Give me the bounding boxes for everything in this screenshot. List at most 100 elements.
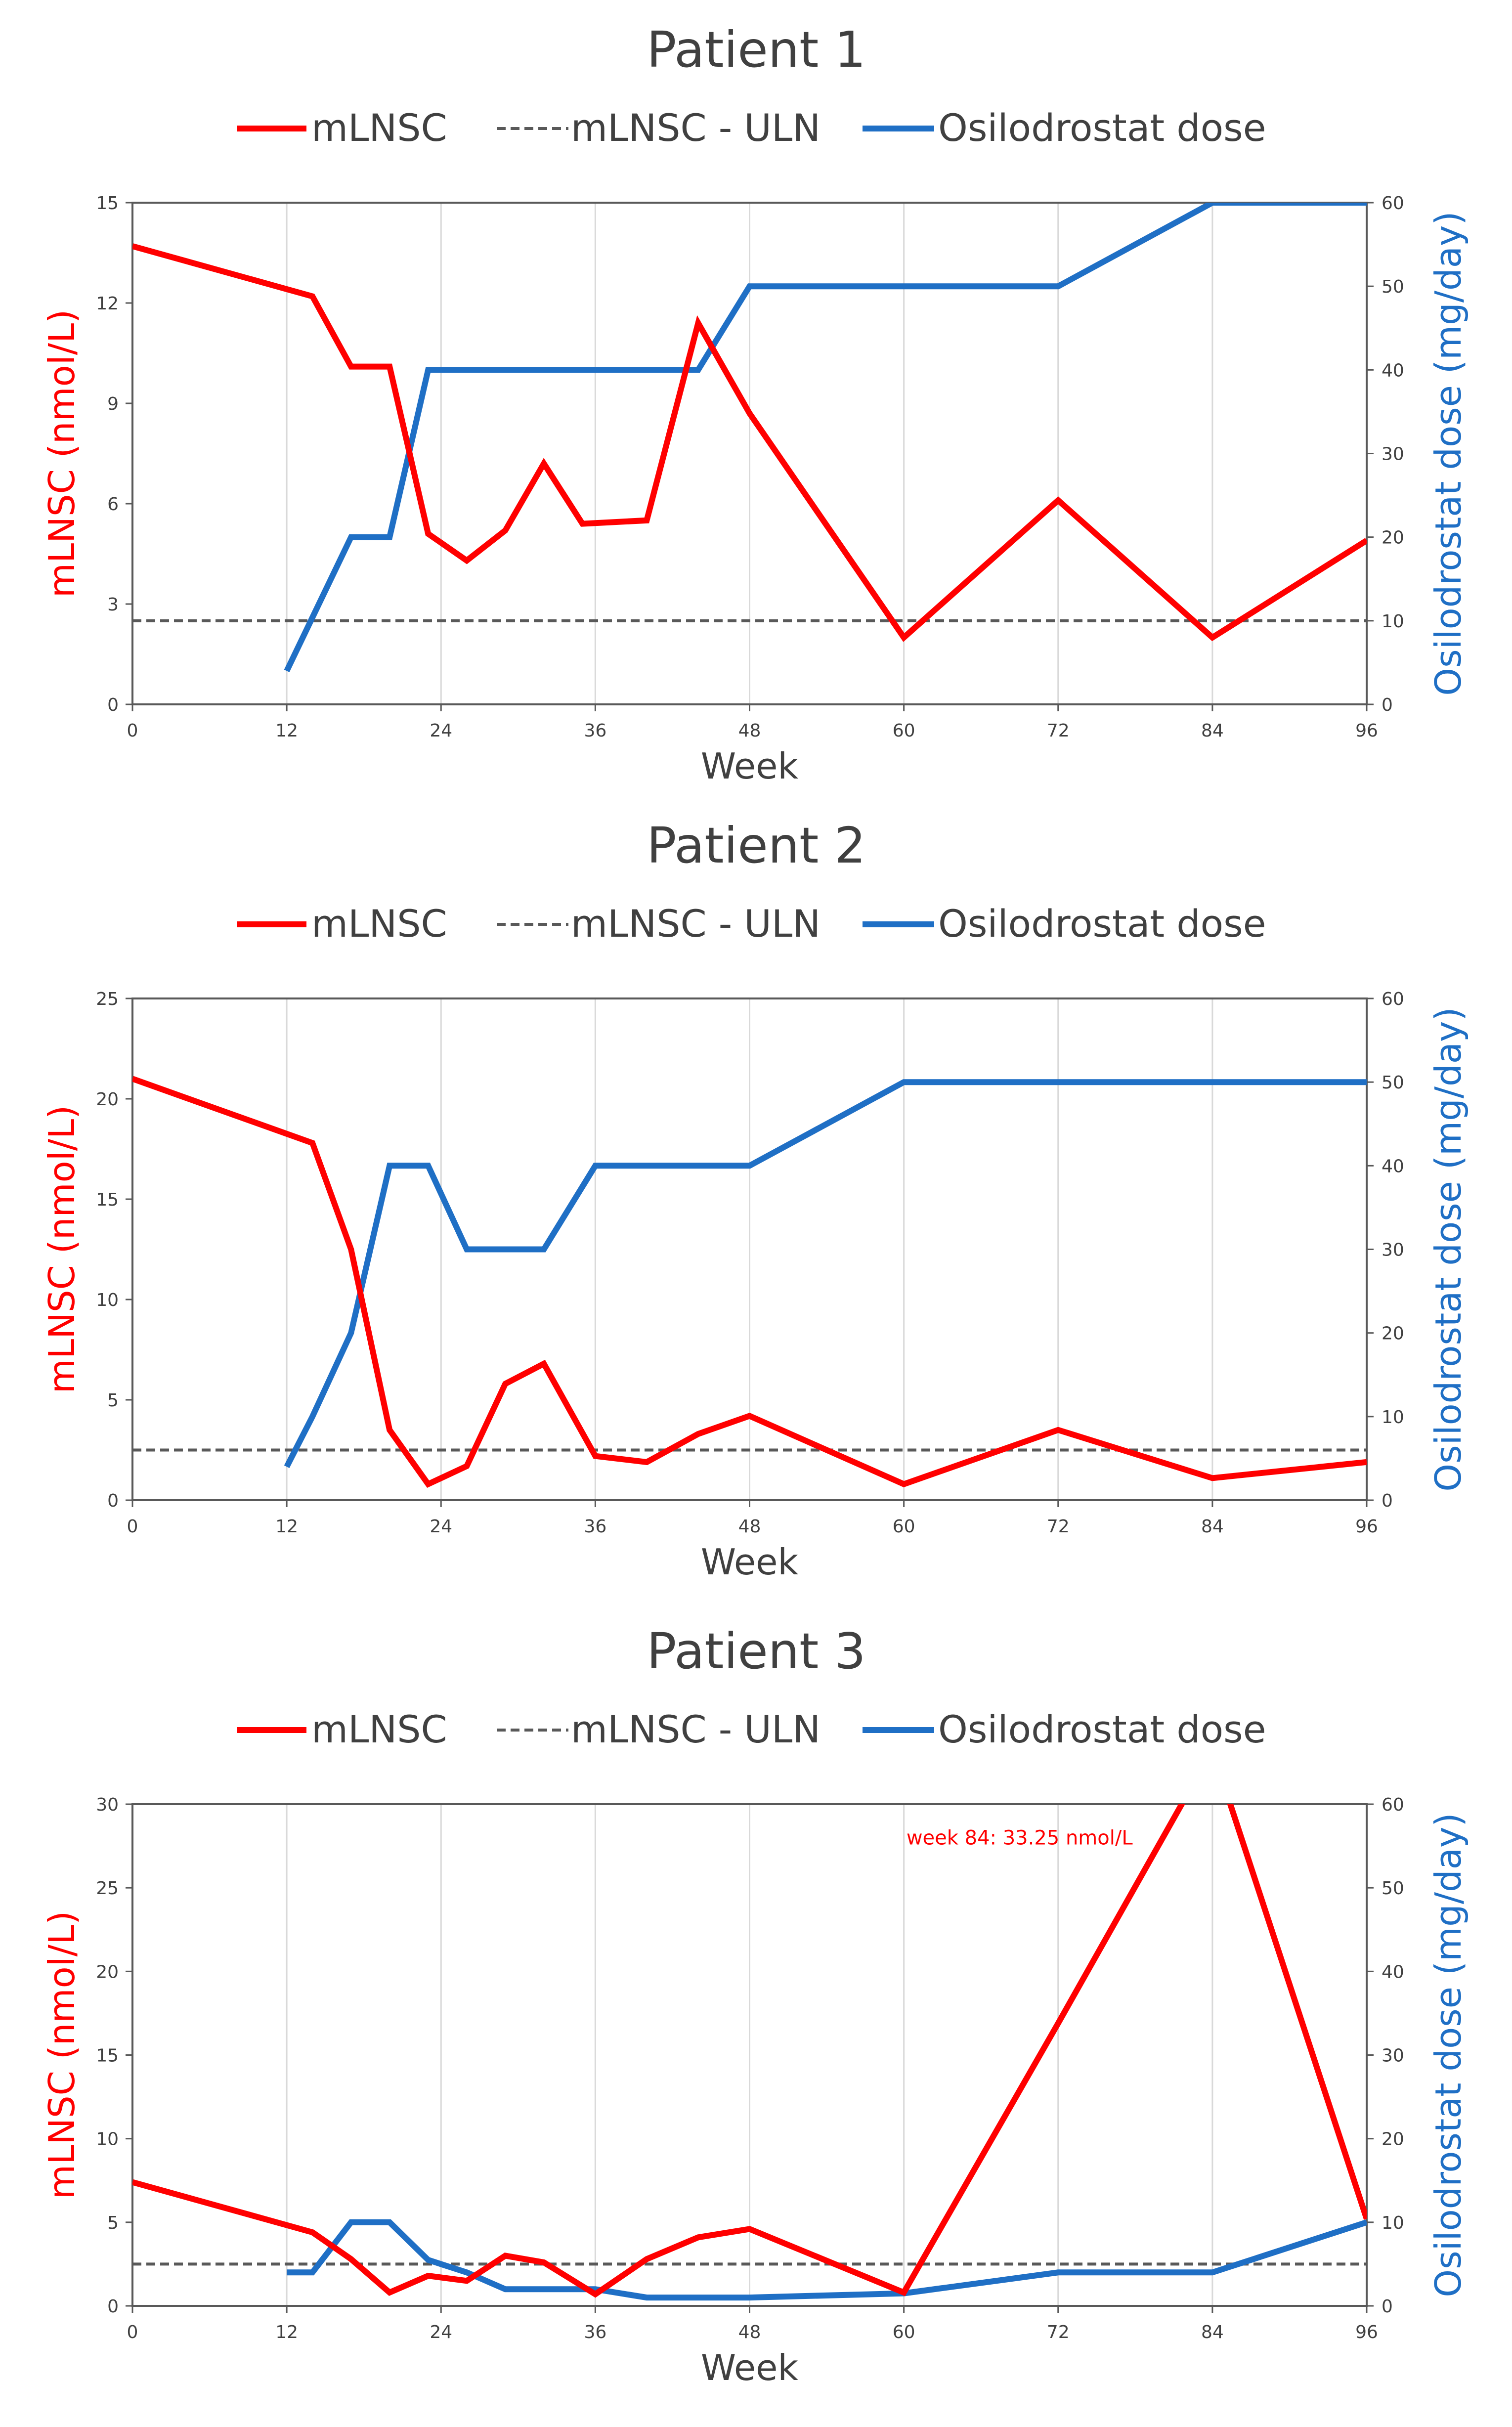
chart-svg-patient-2: Patient 2 mLNSC mLNSC - ULN Osilodrostat do… bbox=[41, 817, 1469, 1583]
y-tick-label: 0 bbox=[107, 695, 119, 715]
legend-label-mlnsc: mLNSC bbox=[311, 1707, 447, 1751]
x-tick-label: 12 bbox=[275, 721, 298, 741]
plot-frame bbox=[131, 1803, 1368, 2307]
x-tick-label: 96 bbox=[1355, 721, 1378, 741]
y2-tick-label: 50 bbox=[1382, 277, 1404, 297]
chart-panel-patient-2: Patient 2 mLNSC mLNSC - ULN Osilodrostat do… bbox=[0, 796, 1512, 1587]
series-line-dose bbox=[287, 2219, 1367, 2301]
legend-label-mlnsc: mLNSC bbox=[311, 902, 447, 946]
y2-tick-label: 60 bbox=[1382, 1795, 1404, 1815]
x-tick-label: 48 bbox=[738, 2322, 761, 2342]
x-tick-label: 72 bbox=[1047, 2322, 1070, 2342]
legend-label-dose: Osilodrostat dose bbox=[938, 106, 1266, 150]
y2-tick-label: 50 bbox=[1382, 1073, 1404, 1093]
x-tick-label: 60 bbox=[893, 1517, 915, 1537]
y-tick-label: 0 bbox=[107, 2297, 119, 2317]
x-tick-label: 36 bbox=[584, 1517, 606, 1537]
x-tick-label: 48 bbox=[738, 721, 761, 741]
y2-tick-label: 40 bbox=[1382, 1962, 1404, 1982]
y-tick-label: 9 bbox=[107, 394, 119, 414]
chart-svg-patient-1: Patient 1 mLNSC mLNSC - ULN Osilodrostat do… bbox=[41, 21, 1469, 787]
x-tick-label: 24 bbox=[430, 1517, 452, 1537]
y-axis-title: mLNSC (nmol/L) bbox=[41, 1105, 83, 1393]
y2-tick-label: 50 bbox=[1382, 1878, 1404, 1899]
y2-tick-label: 10 bbox=[1382, 2213, 1404, 2233]
x-tick-label: 60 bbox=[893, 721, 915, 741]
legend-label-uln: mLNSC - ULN bbox=[571, 902, 821, 946]
chart-panel-patient-1: Patient 1 mLNSC mLNSC - ULN Osilodrostat do… bbox=[0, 0, 1512, 791]
y2-tick-label: 20 bbox=[1382, 528, 1404, 548]
legend-label-dose: Osilodrostat dose bbox=[938, 902, 1266, 946]
legend-label-mlnsc: mLNSC bbox=[311, 106, 447, 150]
x-tick-label: 72 bbox=[1047, 721, 1070, 741]
x-tick-label: 72 bbox=[1047, 1517, 1070, 1537]
y2-tick-label: 60 bbox=[1382, 989, 1404, 1009]
y2-tick-label: 10 bbox=[1382, 611, 1404, 632]
x-tick-label: 60 bbox=[893, 2322, 915, 2342]
x-tick-label: 12 bbox=[275, 1517, 298, 1537]
y2-tick-label: 20 bbox=[1382, 2129, 1404, 2150]
legend-label-dose: Osilodrostat dose bbox=[938, 1707, 1266, 1751]
x-tick-label: 36 bbox=[584, 721, 606, 741]
y2-tick-label: 30 bbox=[1382, 2046, 1404, 2066]
plot-frame bbox=[131, 997, 1368, 1501]
series-line-dose bbox=[284, 203, 1367, 672]
x-axis-title: Week bbox=[701, 2347, 799, 2388]
y2-tick-label: 40 bbox=[1382, 1156, 1404, 1176]
y-tick-label: 5 bbox=[107, 1390, 119, 1411]
y-tick-label: 20 bbox=[96, 1962, 119, 1982]
plot-frame bbox=[131, 202, 1368, 705]
y2-tick-label: 0 bbox=[1382, 2297, 1393, 2317]
y-tick-label: 3 bbox=[107, 595, 119, 615]
y-tick-label: 12 bbox=[96, 294, 119, 314]
chart-panel-patient-3: Patient 3 mLNSC mLNSC - ULN Osilodrostat do… bbox=[0, 1602, 1512, 2392]
y-tick-label: 10 bbox=[96, 2129, 119, 2150]
y-tick-label: 25 bbox=[96, 989, 119, 1009]
series-line-mlnsc bbox=[132, 1804, 1367, 2298]
x-tick-label: 24 bbox=[430, 721, 452, 741]
x-axis-title: Week bbox=[701, 745, 799, 787]
x-tick-label: 96 bbox=[1355, 2322, 1378, 2342]
y-tick-label: 10 bbox=[96, 1290, 119, 1310]
y2-axis-title: Osilodrostat dose (mg/day) bbox=[1427, 1813, 1469, 2297]
y2-tick-label: 30 bbox=[1382, 1240, 1404, 1260]
x-tick-label: 0 bbox=[127, 721, 138, 741]
y-tick-label: 0 bbox=[107, 1491, 119, 1511]
y2-tick-label: 30 bbox=[1382, 444, 1404, 465]
x-axis-title: Week bbox=[701, 1541, 799, 1583]
x-tick-label: 12 bbox=[275, 2322, 298, 2342]
series-line-mlnsc bbox=[132, 243, 1367, 642]
y2-axis-title: Osilodrostat dose (mg/day) bbox=[1427, 211, 1469, 695]
annotation-label: week 84: 33.25 nmol/L bbox=[907, 1827, 1133, 1850]
y-tick-label: 6 bbox=[107, 494, 119, 515]
chart-title: Patient 1 bbox=[647, 21, 866, 79]
series-line-mlnsc bbox=[132, 1076, 1367, 1488]
x-tick-label: 0 bbox=[127, 1517, 138, 1537]
y-tick-label: 15 bbox=[96, 193, 119, 214]
x-tick-label: 84 bbox=[1201, 721, 1224, 741]
chart-title: Patient 3 bbox=[647, 1622, 866, 1680]
legend-label-uln: mLNSC - ULN bbox=[571, 1707, 821, 1751]
y-tick-label: 30 bbox=[96, 1795, 119, 1815]
y2-tick-label: 0 bbox=[1382, 695, 1393, 715]
y-tick-label: 15 bbox=[96, 2046, 119, 2066]
y-tick-label: 20 bbox=[96, 1089, 119, 1110]
y2-axis-title: Osilodrostat dose (mg/day) bbox=[1427, 1007, 1469, 1491]
y-axis-title: mLNSC (nmol/L) bbox=[41, 309, 83, 598]
x-tick-label: 24 bbox=[430, 2322, 452, 2342]
y2-tick-label: 0 bbox=[1382, 1491, 1393, 1511]
chart-title: Patient 2 bbox=[647, 817, 866, 874]
y2-tick-label: 20 bbox=[1382, 1324, 1404, 1344]
series-line-dose bbox=[284, 1079, 1367, 1469]
legend-label-uln: mLNSC - ULN bbox=[571, 106, 821, 150]
y-tick-label: 25 bbox=[96, 1878, 119, 1899]
y-tick-label: 5 bbox=[107, 2213, 119, 2233]
y-tick-label: 15 bbox=[96, 1190, 119, 1210]
x-tick-label: 0 bbox=[127, 2322, 138, 2342]
x-tick-label: 96 bbox=[1355, 1517, 1378, 1537]
chart-svg-patient-3: Patient 3 mLNSC mLNSC - ULN Osilodrostat do… bbox=[41, 1622, 1469, 2388]
y2-tick-label: 10 bbox=[1382, 1407, 1404, 1428]
x-tick-label: 48 bbox=[738, 1517, 761, 1537]
x-tick-label: 84 bbox=[1201, 2322, 1224, 2342]
y2-tick-label: 40 bbox=[1382, 360, 1404, 381]
